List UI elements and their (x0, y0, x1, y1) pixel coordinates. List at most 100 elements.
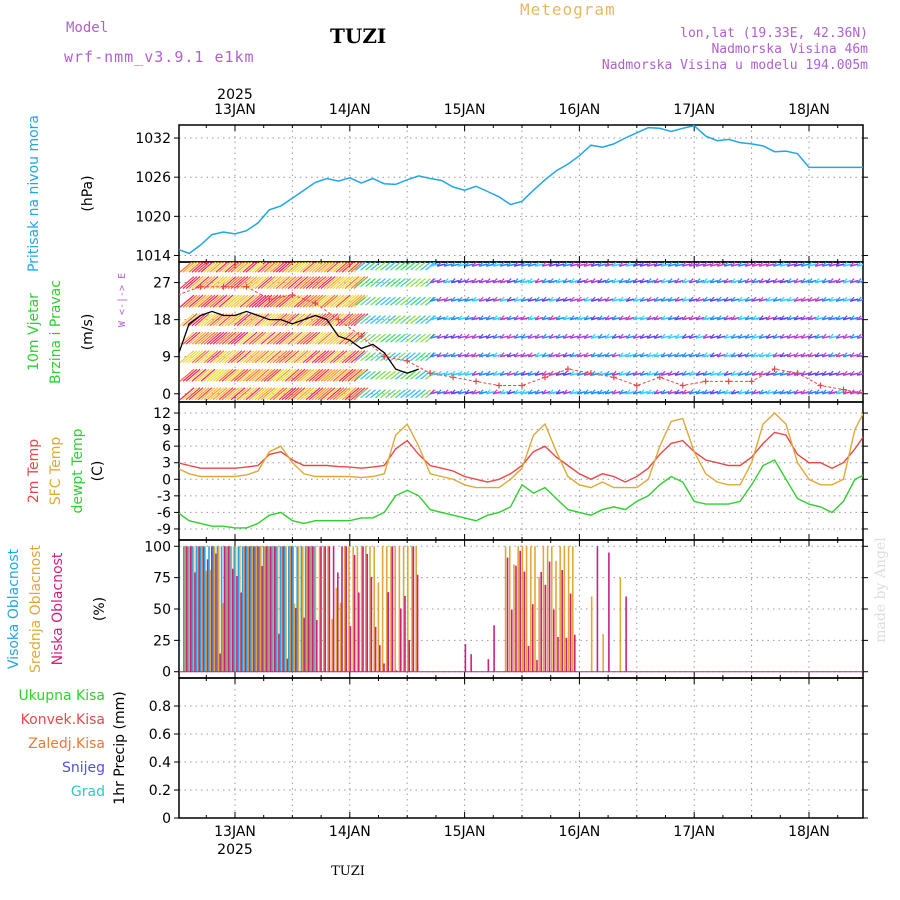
wind-barb (513, 333, 519, 339)
cloud-bar (379, 645, 381, 672)
wind-barb (576, 335, 586, 339)
wind-barb (723, 370, 729, 376)
wind-barb (828, 279, 838, 284)
wind-barb (281, 387, 297, 401)
wind-barb (716, 296, 722, 302)
wind-barb (835, 353, 845, 358)
wind-barb (506, 352, 512, 358)
cloud-bar (404, 595, 406, 672)
wind-barb (793, 316, 803, 321)
wind-barb (758, 352, 764, 358)
cloud-bar (282, 546, 284, 672)
wind-barb (569, 352, 575, 358)
wind-barb (290, 262, 304, 273)
wind-barb (305, 294, 321, 308)
wind-barb (779, 296, 785, 302)
wind-barb (555, 389, 561, 395)
wind-barb (765, 315, 771, 321)
wind-barb (355, 370, 366, 380)
wind-barb (730, 391, 740, 395)
cloud-bar (310, 546, 312, 672)
wind-barb (576, 333, 582, 339)
cloud-bar (285, 546, 287, 672)
wind-barb (807, 335, 817, 339)
cloud-bar (211, 546, 213, 672)
wind-barb (618, 316, 628, 321)
wind-barb (429, 279, 439, 284)
wind-barb (385, 370, 396, 380)
cloud-bar (253, 546, 255, 672)
wind-barb (317, 294, 333, 308)
wind-barb (230, 350, 246, 364)
wind-barb (218, 262, 232, 273)
wind-barb (263, 294, 279, 308)
wind-barb (611, 370, 617, 376)
wind-barb (370, 370, 381, 380)
wind-barb (471, 296, 477, 302)
wind-barb (737, 296, 743, 302)
wind-barb (569, 315, 575, 321)
cloud-bar (292, 546, 294, 672)
wind-barb (400, 389, 411, 399)
precip-legend-item: Zaledj.Kisa (28, 736, 105, 752)
wind-barb (667, 278, 673, 284)
y-tick-label: 1026 (135, 170, 171, 186)
wind-barb (281, 368, 297, 382)
wind-barb (709, 298, 719, 302)
wind-barb (209, 387, 225, 401)
wind-barb (716, 263, 726, 267)
wind-barb (723, 335, 733, 339)
wind-barb (457, 279, 467, 284)
wind-barb (590, 316, 600, 321)
wind-barb (562, 335, 572, 339)
y-tick-label: 0 (162, 387, 171, 403)
wind-barb (667, 316, 677, 321)
wind-barb (821, 279, 831, 284)
wind-barb (520, 262, 526, 267)
wind-barb (194, 331, 210, 345)
wind-barb (821, 333, 827, 339)
wind-barb (197, 262, 211, 273)
wind-gust-mark (496, 382, 503, 389)
wind-barb (800, 335, 810, 339)
wind-barb (751, 262, 757, 267)
wind-barb (251, 331, 267, 345)
wind-barb (257, 313, 273, 327)
wind-barb (314, 331, 330, 345)
wind-barb (443, 296, 449, 302)
cloud-bar (255, 546, 258, 672)
wind-barb (695, 333, 701, 339)
wind-barb (520, 278, 526, 284)
cloud-bar (352, 546, 354, 672)
wind-barb (548, 370, 554, 376)
wind-barb (513, 262, 519, 267)
wind-barb (716, 298, 726, 302)
wind-barb (653, 278, 659, 284)
wind-barb (347, 294, 363, 308)
wind-barb (272, 331, 288, 345)
wind-barb (329, 368, 345, 382)
wind-barb (513, 298, 523, 302)
wind-barb (242, 294, 258, 308)
wind-barb (185, 387, 201, 401)
wind-barb (674, 298, 684, 302)
wind-barb (360, 296, 371, 306)
wind-barb (744, 296, 750, 302)
wind-barb (415, 278, 426, 288)
wind-barb (227, 350, 243, 364)
wind-barb (275, 350, 291, 364)
wind-barb (513, 296, 519, 302)
wind-barb (478, 353, 488, 358)
wind-barb (284, 350, 300, 364)
wind-barb (182, 313, 198, 327)
wind-barb (583, 352, 589, 358)
wind-barb (842, 353, 852, 358)
wind-barb (709, 389, 715, 395)
wind-barb (485, 316, 495, 321)
cloud-bar (534, 546, 536, 672)
cloud-bar (353, 554, 356, 672)
wind-barb (856, 391, 863, 395)
wind-barb (639, 391, 649, 395)
wind-barb (681, 370, 687, 376)
wind-barb (224, 387, 240, 401)
